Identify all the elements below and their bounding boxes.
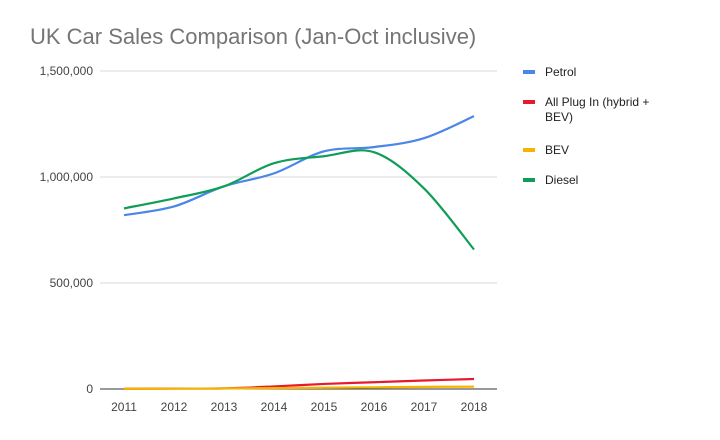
legend-swatch	[523, 178, 535, 182]
x-tick-label: 2012	[161, 400, 188, 414]
y-tick-label: 500,000	[50, 276, 94, 290]
legend-swatch	[523, 70, 535, 74]
x-tick-label: 2015	[311, 400, 338, 414]
series-line-petrol	[123, 115, 475, 217]
legend-label: Diesel	[545, 173, 578, 187]
legend-swatch	[523, 148, 535, 152]
series-line-diesel	[123, 149, 475, 251]
y-tick-label: 0	[86, 382, 93, 396]
legend-label: BEV	[545, 143, 569, 157]
x-tick-label: 2011	[111, 400, 137, 414]
x-tick-label: 2016	[361, 400, 388, 414]
x-tick-label: 2014	[261, 400, 288, 414]
legend-label: All Plug In (hybrid + BEV)	[545, 95, 649, 124]
legend-swatch	[523, 100, 535, 104]
x-tick-label: 2017	[411, 400, 438, 414]
series-line-bev	[123, 385, 475, 390]
legend-label: Petrol	[545, 65, 576, 79]
y-tick-label: 1,000,000	[40, 170, 94, 184]
y-tick-label: 1,500,000	[40, 64, 94, 78]
x-tick-label: 2013	[211, 400, 238, 414]
x-tick-label: 2018	[461, 400, 488, 414]
chart-title: UK Car Sales Comparison (Jan-Oct inclusi…	[30, 24, 476, 49]
